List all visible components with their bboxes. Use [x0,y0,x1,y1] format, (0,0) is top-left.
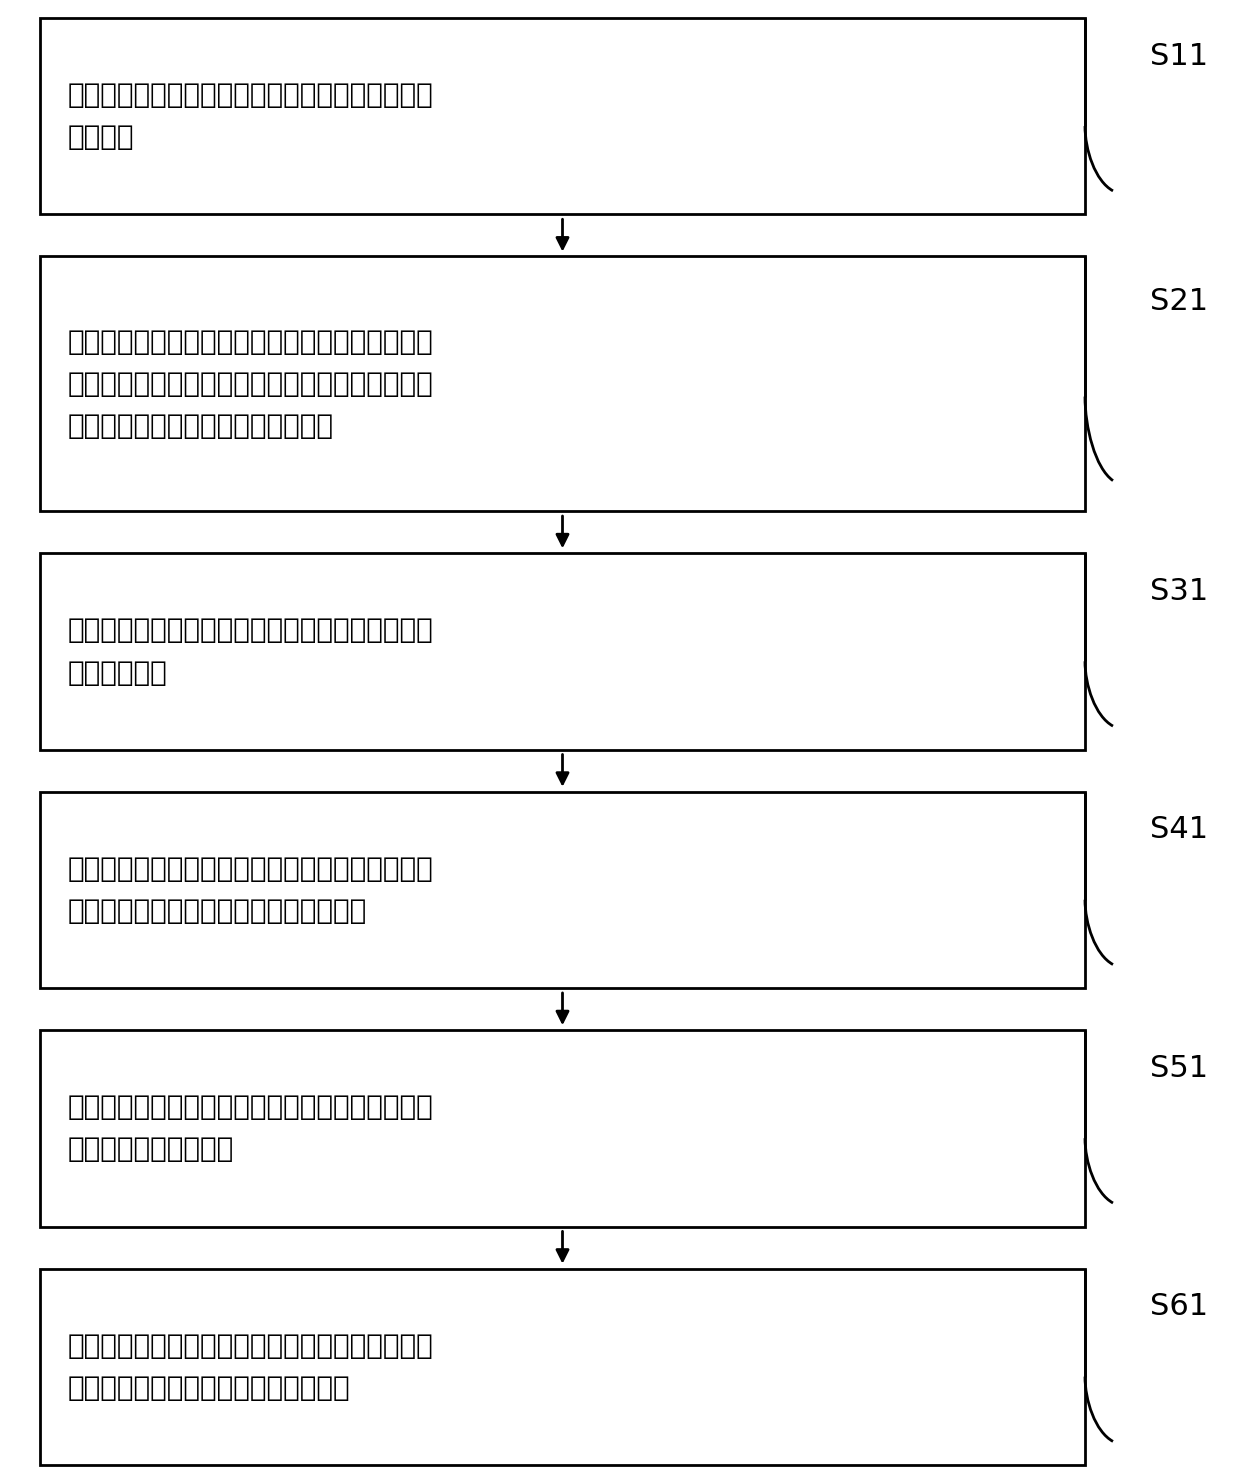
Text: S21: S21 [1149,288,1208,316]
Text: S61: S61 [1149,1292,1208,1321]
Text: 获取所述齿轮箱的多种故障振动信号，并对其进行
预处理；: 获取所述齿轮箱的多种故障振动信号，并对其进行 预处理； [68,82,434,151]
Bar [40,257,1085,512]
Text: S11: S11 [1149,42,1208,71]
Text: 将待测齿轮箱的振动信号数据输入故障诊断模型，
输出待测齿轮箱的故障诊断分类结果。: 将待测齿轮箱的振动信号数据输入故障诊断模型， 输出待测齿轮箱的故障诊断分类结果。 [68,1332,434,1401]
Text: S31: S31 [1149,577,1208,605]
Bar [40,1031,1085,1226]
Text: 对重构的二维矩阵进行奇异值分解，得到二维矩阵
的奇异值谱；: 对重构的二维矩阵进行奇异值分解，得到二维矩阵 的奇异值谱； [68,617,434,687]
Text: S41: S41 [1149,816,1208,844]
Bar [40,553,1085,750]
Bar [40,792,1085,988]
Text: S51: S51 [1149,1054,1208,1083]
Bar [40,18,1085,215]
Text: 通过计算奇异值谱的斜率来提取奇异值谱流形拓扑
结构特征，从而获得奇异值谱流形特征；: 通过计算奇异值谱的斜率来提取奇异值谱流形拓扑 结构特征，从而获得奇异值谱流形特征… [68,854,434,925]
Text: 采用奇异值谱流形特征数据训练支持向量机，完成
故障诊断模型的构建；: 采用奇异值谱流形特征数据训练支持向量机，完成 故障诊断模型的构建； [68,1093,434,1164]
Text: 将预处理后的故障振动信号对应形成多个一维原始
振动信号数据，并分别进行相空间重构处理，得到
多个原始振动信号数据的二维矩阵；: 将预处理后的故障振动信号对应形成多个一维原始 振动信号数据，并分别进行相空间重构… [68,328,434,440]
Bar [40,1268,1085,1465]
